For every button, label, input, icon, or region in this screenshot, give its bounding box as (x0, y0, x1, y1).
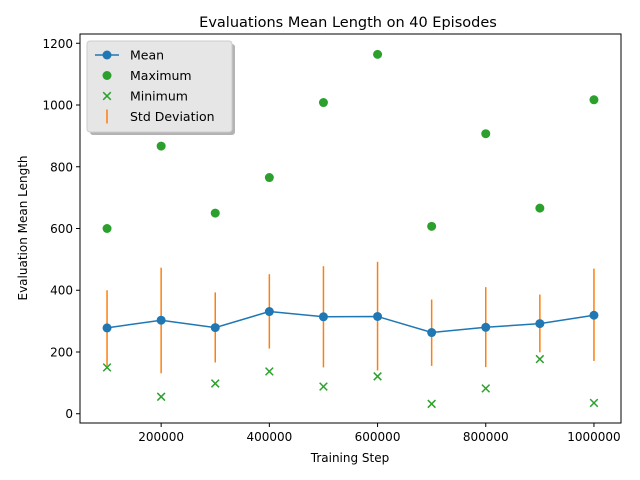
y-tick-label: 400 (50, 284, 73, 298)
maximum-point (264, 173, 274, 183)
minimum-point (265, 367, 274, 376)
mean-point (264, 307, 274, 317)
maximum-point (373, 49, 383, 59)
mean-point (373, 311, 383, 321)
mean-point (589, 310, 599, 320)
mean-point (318, 312, 328, 322)
maximum-point (102, 224, 112, 233)
minimum-point (319, 382, 328, 391)
y-tick-label: 1200 (42, 37, 73, 51)
maximum-point (210, 208, 220, 218)
maximum-point (156, 141, 166, 151)
minimum-point (427, 399, 436, 409)
minimum-point (589, 398, 599, 408)
legend-item: Minimum (102, 89, 188, 104)
y-axis-label: Evaluation Mean Length (16, 155, 30, 300)
minimum-point (102, 363, 112, 372)
mean-point (427, 328, 437, 338)
legend-label: Maximum (130, 68, 192, 83)
mean-point (535, 319, 545, 329)
x-tick-label: 400000 (246, 430, 292, 444)
legend-label: Minimum (130, 89, 188, 104)
mean-line (106, 310, 595, 334)
minimum-point (373, 372, 382, 381)
maximum-point (535, 203, 545, 213)
minimum-point (210, 379, 220, 388)
y-axis: 0 200 400 600 800 1000 1200 (42, 37, 80, 421)
chart-title: Evaluations Mean Length on 40 Episodes (199, 15, 497, 31)
x-tick-label: 600000 (355, 430, 401, 444)
y-tick-label: 200 (50, 345, 73, 359)
minimum-point (535, 354, 545, 364)
x-tick-label: 800000 (463, 430, 509, 444)
mean-point (156, 315, 166, 325)
maximum-point (481, 129, 491, 139)
mean-point (481, 322, 491, 332)
y-tick-label: 0 (65, 407, 73, 421)
legend-marker (102, 71, 112, 80)
legend-item: Maximum (102, 68, 192, 83)
x-tick-label: 200000 (138, 430, 184, 444)
legend-item: Mean (95, 48, 164, 63)
mean-point (210, 323, 220, 333)
x-tick-label: 1000000 (567, 430, 620, 444)
legend-marker (102, 91, 112, 101)
x-axis: 200000 400000 600000 800000 1000000 (138, 423, 621, 444)
legend-label: Std Deviation (130, 109, 215, 124)
y-tick-label: 1000 (42, 99, 73, 113)
legend: Mean Maximum Minimum Std Deviation (86, 40, 235, 135)
minimum-point (481, 384, 491, 393)
y-tick-label: 800 (50, 160, 73, 174)
minimum-point (156, 392, 166, 402)
x-axis-label: Training Step (310, 451, 390, 465)
maximum-point (589, 95, 599, 105)
legend-label: Mean (130, 48, 164, 63)
legend-box (86, 40, 233, 133)
legend-item: Std Deviation (106, 109, 215, 124)
legend-marker (102, 50, 112, 60)
mean-point (102, 323, 112, 333)
maximum-point (318, 98, 328, 108)
plot-area (102, 49, 599, 409)
maximum-point (427, 221, 437, 231)
y-tick-label: 600 (50, 222, 73, 236)
